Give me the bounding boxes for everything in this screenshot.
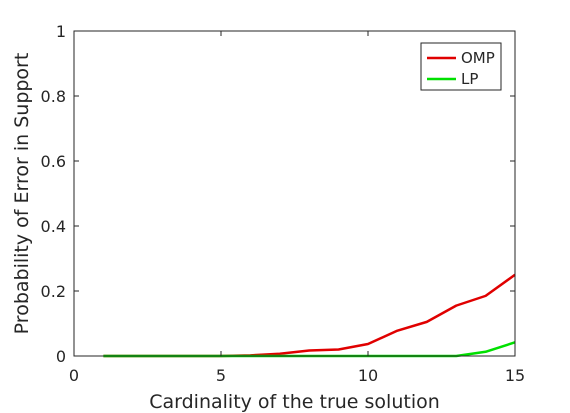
x-tick-label: 10 (358, 366, 378, 385)
ticks-layer: 0 5 10 15 0 0.2 0.4 0.6 0.8 1 (41, 22, 526, 385)
y-tick-label: 0.4 (41, 217, 66, 236)
x-tick-label: 5 (216, 366, 226, 385)
x-tick-label: 0 (69, 366, 79, 385)
legend-label-lp: LP (461, 70, 478, 88)
legend-box (420, 42, 502, 91)
y-tick-label: 0.8 (41, 87, 66, 106)
axes-box (73, 30, 516, 357)
series-line-omp (103, 273, 516, 358)
x-tick-label: 15 (505, 366, 525, 385)
series-layer (103, 273, 516, 358)
x-axis-title: Cardinality of the true solution (149, 391, 440, 413)
plot-area (73, 30, 516, 358)
y-tick-label: 0.6 (41, 152, 66, 171)
y-axis-title: Probability of Error in Support (11, 53, 33, 335)
series-line-lp (103, 341, 516, 358)
legend-label-omp: OMP (461, 49, 495, 67)
y-tick-label: 0 (56, 347, 66, 366)
y-tick-label: 1 (56, 22, 66, 41)
y-tick-label: 0.2 (41, 282, 66, 301)
legend: OMP LP (420, 42, 502, 91)
